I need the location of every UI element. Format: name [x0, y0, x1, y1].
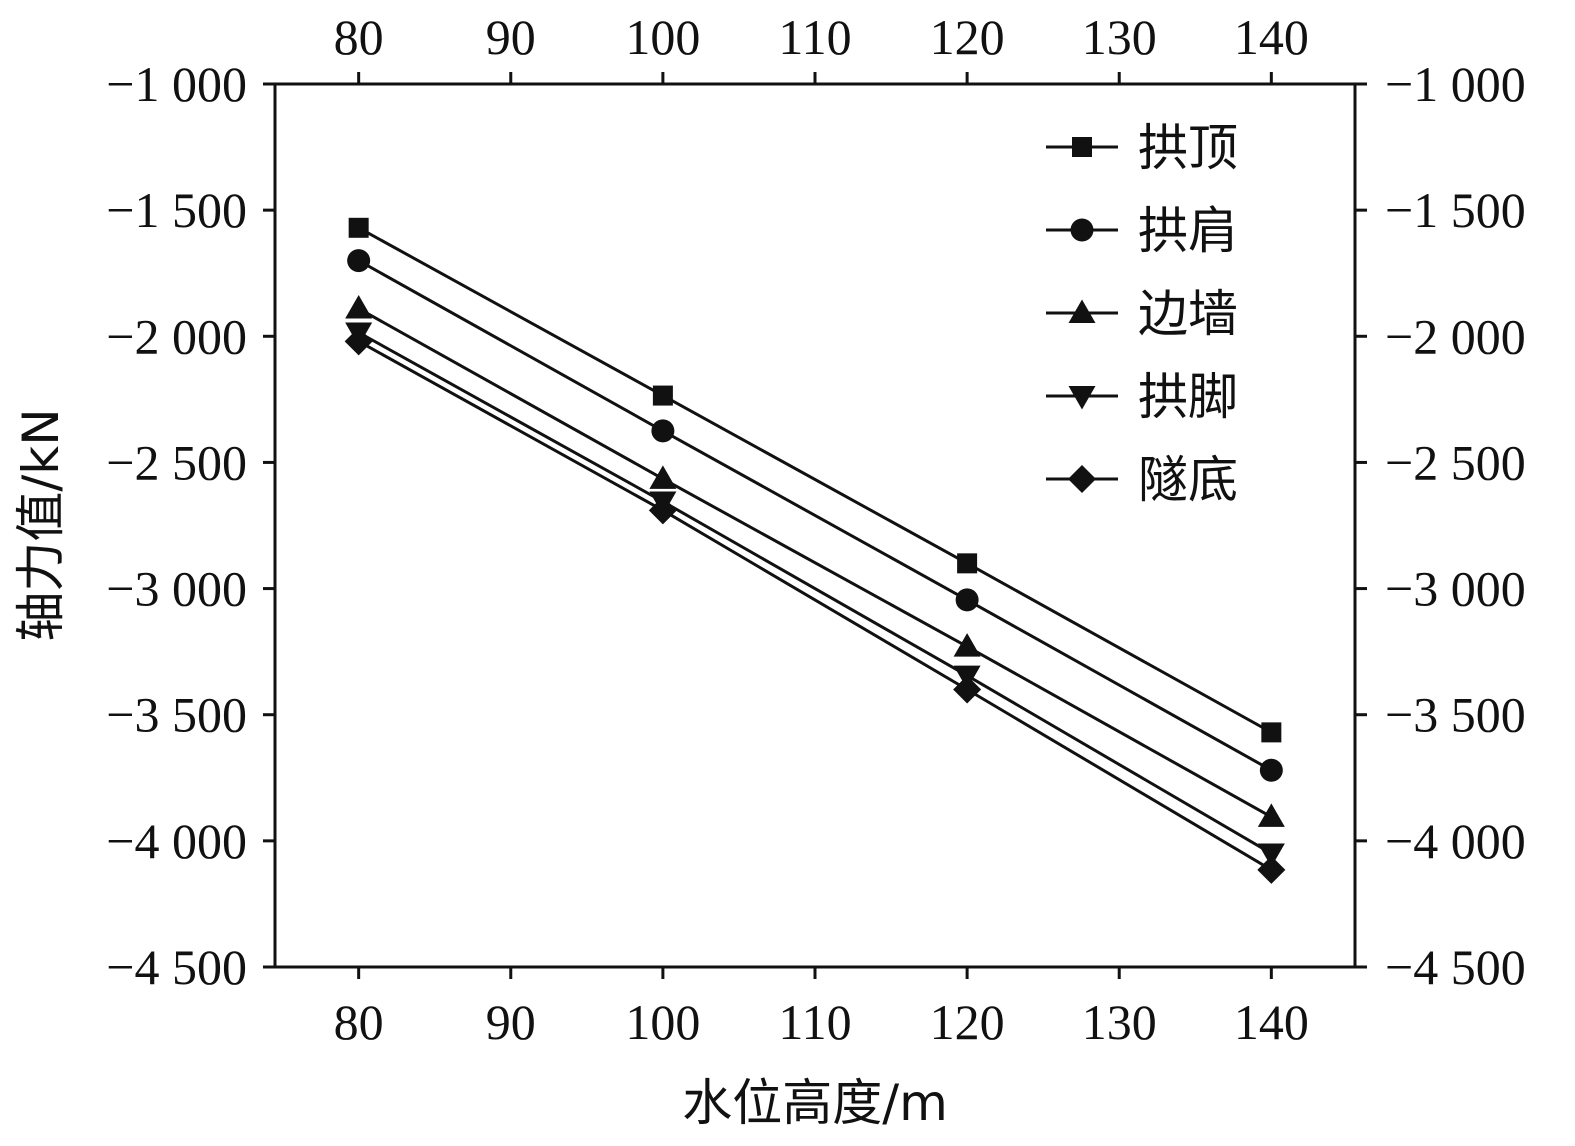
- series-line: [357, 340, 1273, 872]
- legend-entry: 拱脚: [1046, 368, 1238, 426]
- data-point-marker: [1257, 843, 1285, 867]
- series-line: [357, 331, 1273, 855]
- x-tick-label-top: 140: [1234, 9, 1309, 65]
- data-point-marker: [347, 249, 371, 273]
- series-3: [345, 295, 1285, 827]
- y-tick-label-left: −3 500: [106, 687, 247, 743]
- x-tick-label-top: 130: [1082, 9, 1157, 65]
- y-tick-label-left: −1 500: [106, 182, 247, 238]
- y-tick-label-right: −1 500: [1385, 182, 1526, 238]
- y-tick-label-left: −4 500: [106, 939, 247, 995]
- data-point-marker: [345, 295, 373, 319]
- x-tick-label-bottom: 140: [1234, 994, 1309, 1050]
- legend-entry: 隧底: [1046, 451, 1238, 509]
- legend-label: 拱肩: [1138, 202, 1238, 260]
- y-tick-label-right: −4 500: [1385, 939, 1526, 995]
- data-point-marker: [348, 217, 369, 238]
- legend-label: 拱脚: [1138, 368, 1238, 426]
- y-tick-label-right: −4 000: [1385, 813, 1526, 869]
- y-tick-label-right: −3 500: [1385, 687, 1526, 743]
- x-tick-label-bottom: 80: [334, 994, 384, 1050]
- x-tick-label-top: 120: [930, 9, 1005, 65]
- legend-entry: 拱肩: [1046, 202, 1238, 260]
- legend-label: 隧底: [1138, 451, 1238, 509]
- legend-entry: 拱顶: [1046, 119, 1238, 177]
- legend-marker: [1068, 299, 1096, 323]
- data-point-marker: [652, 385, 673, 406]
- x-tick-label-bottom: 130: [1082, 994, 1157, 1050]
- x-tick-label-bottom: 110: [778, 994, 851, 1050]
- data-point-marker: [1257, 803, 1285, 827]
- series-line: [357, 259, 1273, 772]
- y-tick-label-left: −2 000: [106, 308, 247, 364]
- data-point-marker: [955, 588, 979, 612]
- axis-ticks: 80 80 90 90 100 100 110 110 120 120 130 130 140 140 −1…: [106, 9, 1525, 1050]
- series-2: [347, 249, 1283, 782]
- x-tick-label-bottom: 90: [486, 994, 536, 1050]
- x-tick-label-top: 90: [486, 9, 536, 65]
- series-5: [344, 327, 1286, 884]
- data-point-marker: [649, 465, 677, 489]
- data-point-marker: [1257, 855, 1286, 884]
- x-tick-label-bottom: 100: [625, 994, 700, 1050]
- x-tick-label-bottom: 120: [930, 994, 1005, 1050]
- legend-marker: [1070, 218, 1094, 242]
- series-1: [348, 217, 1282, 743]
- series-line: [357, 307, 1273, 819]
- x-axis-title: 水位高度/m: [682, 1074, 948, 1132]
- legend-label: 拱顶: [1138, 119, 1238, 177]
- y-tick-label-left: −4 000: [106, 813, 247, 869]
- legend-entry: 边墙: [1046, 285, 1238, 343]
- x-tick-label-top: 100: [625, 9, 700, 65]
- y-axis-title: 轴力值/kN: [12, 408, 70, 641]
- legend-marker: [1068, 386, 1096, 410]
- data-point-marker: [648, 496, 677, 525]
- series-line: [357, 226, 1273, 734]
- data-point-marker: [1259, 758, 1283, 782]
- x-tick-label-top: 110: [778, 9, 851, 65]
- y-tick-label-left: −3 000: [106, 561, 247, 617]
- legend-marker: [1068, 465, 1096, 493]
- series-lines: [344, 217, 1286, 884]
- data-point-marker: [953, 633, 981, 657]
- data-point-marker: [957, 553, 978, 574]
- data-point-marker: [953, 675, 982, 704]
- data-point-marker: [1261, 722, 1282, 743]
- legend-marker: [1072, 137, 1092, 157]
- x-tick-label-top: 80: [334, 9, 384, 65]
- y-tick-label-right: −2 500: [1385, 434, 1526, 490]
- y-tick-label-left: −2 500: [106, 434, 247, 490]
- y-tick-label-right: −3 000: [1385, 561, 1526, 617]
- data-point-marker: [651, 419, 675, 443]
- y-tick-label-right: −1 000: [1385, 56, 1526, 112]
- data-point-marker: [344, 327, 373, 356]
- y-tick-label-left: −1 000: [106, 56, 247, 112]
- legend-label: 边墙: [1138, 285, 1238, 343]
- y-tick-label-right: −2 000: [1385, 308, 1526, 364]
